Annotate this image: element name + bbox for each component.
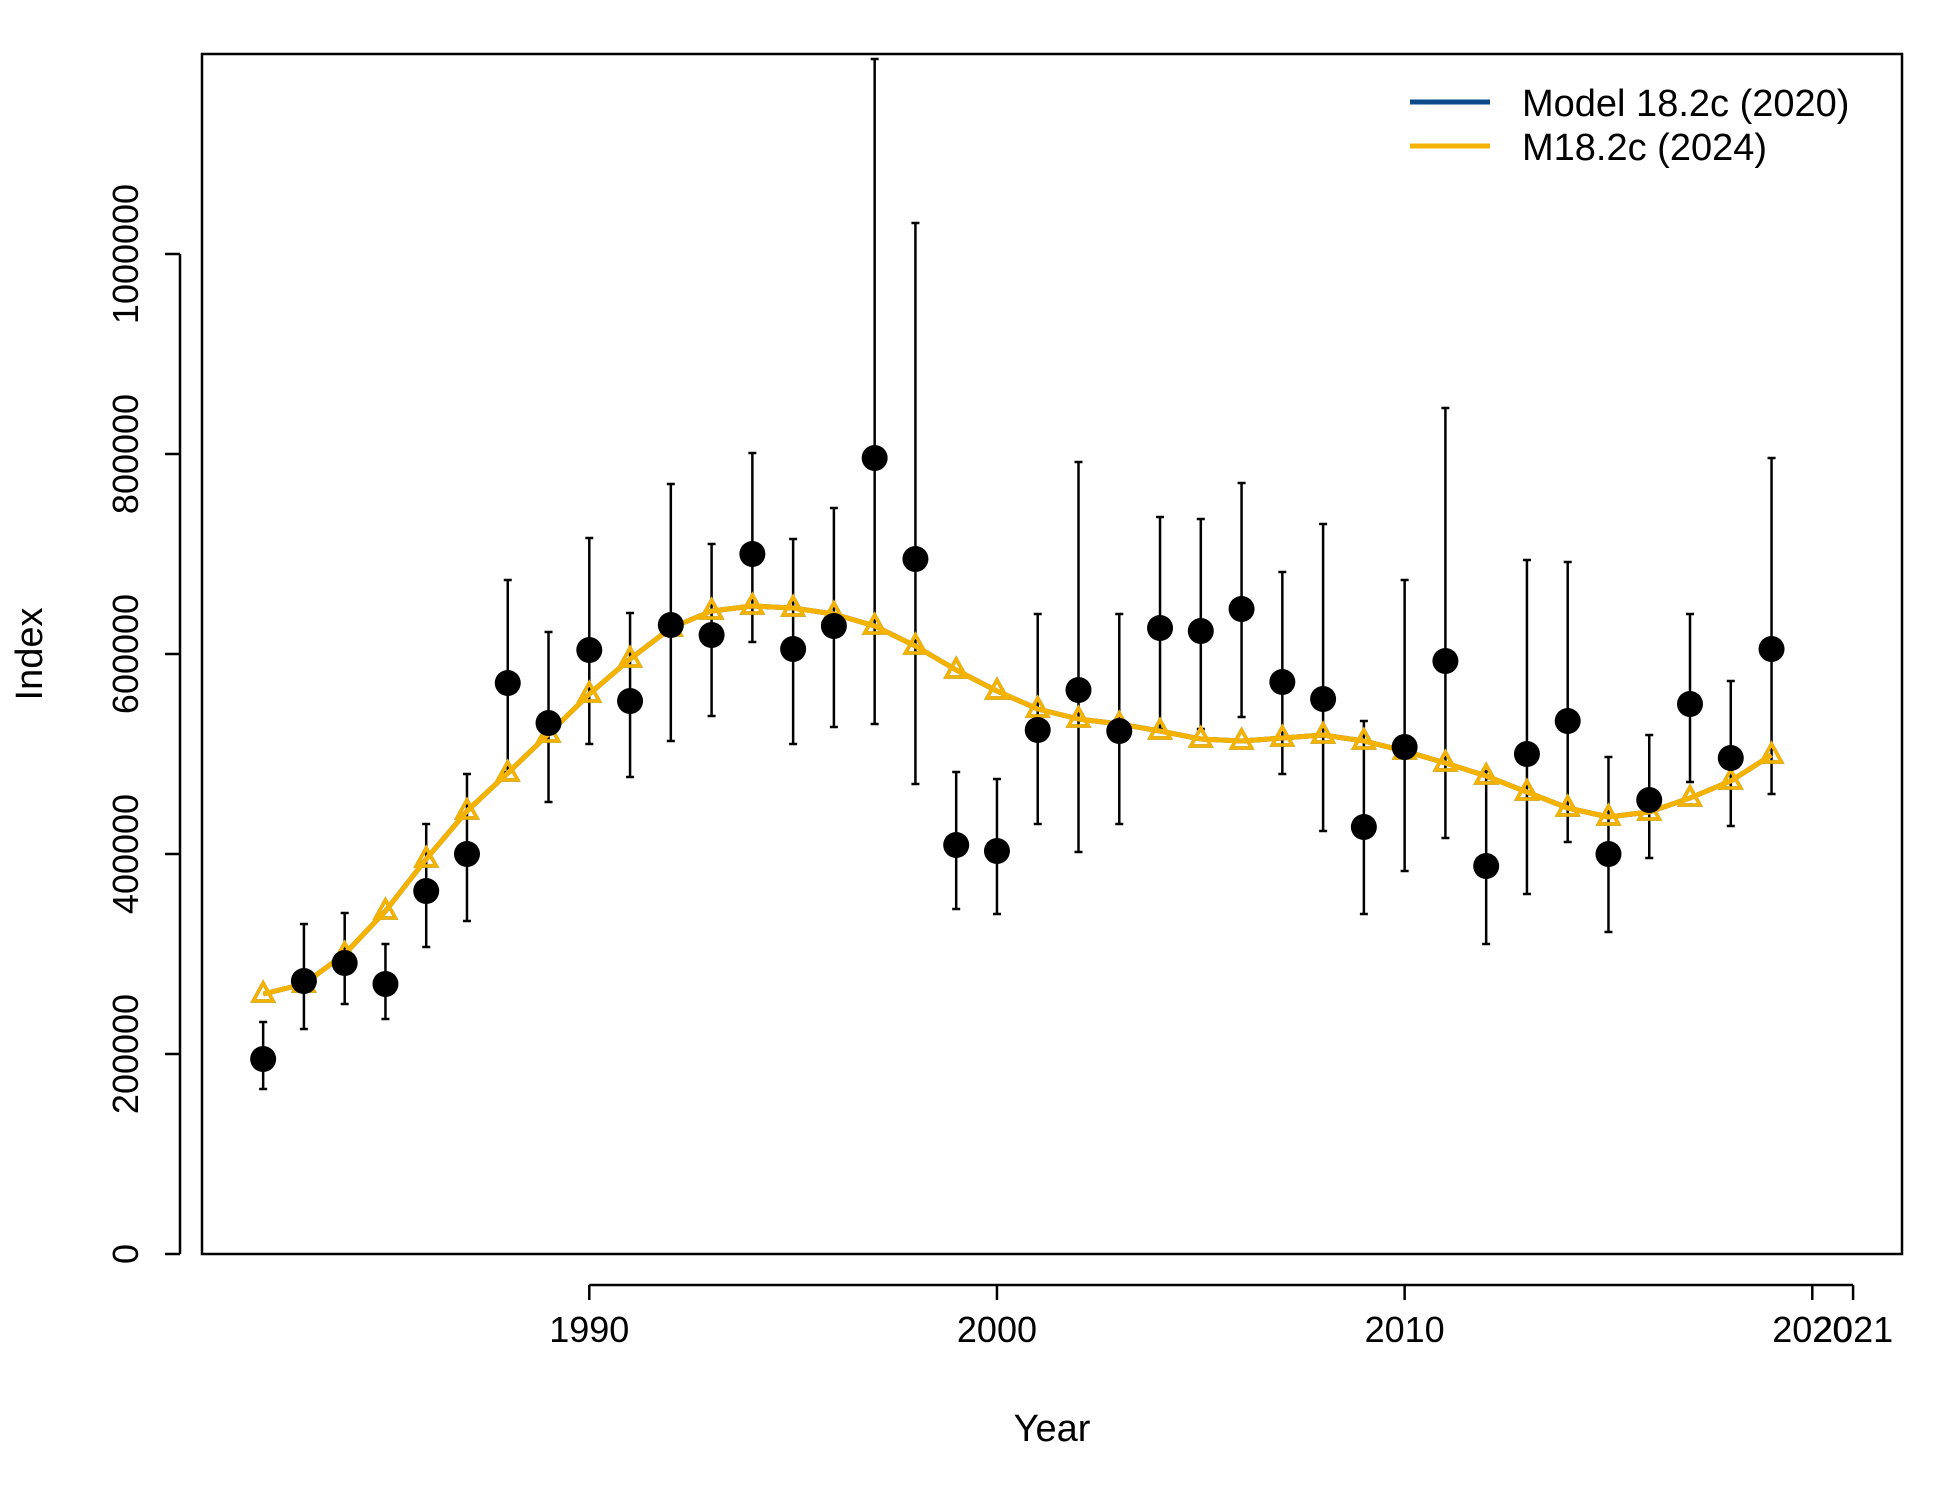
y-tick-label-1000000: 1000000	[105, 184, 146, 324]
series-2-marker-1999	[943, 655, 970, 679]
series-2-marker-2019	[1758, 740, 1785, 764]
plot-frame	[200, 52, 1904, 1256]
observed-point-1994	[739, 541, 766, 567]
observed-point-2004	[1147, 615, 1174, 641]
x-tick-label-2010: 2010	[1365, 1309, 1445, 1350]
observed-point-2012	[1473, 853, 1500, 879]
y-axis: 0 200000 400000 600000 800000 1000000	[105, 184, 182, 1264]
observed-point-2000	[983, 838, 1010, 864]
legend-label-series-1: Model 18.2c (2020)	[1522, 83, 1849, 125]
series-2-marker-2007	[1269, 723, 1296, 747]
observed-point-2007	[1269, 669, 1296, 695]
observed-point-1983	[290, 968, 317, 994]
series-2-marker-2005	[1187, 724, 1214, 748]
series-2-marker-2008	[1310, 720, 1337, 744]
legend: Model 18.2c (2020) M18.2c (2024)	[1410, 83, 1849, 169]
series-2-marker-2000	[983, 676, 1010, 700]
observed-point-2006	[1228, 596, 1255, 622]
series-2-marker-2017	[1677, 783, 1703, 807]
observed-point-1989	[535, 710, 562, 736]
observed-point-1991	[617, 688, 644, 714]
series-2-marker-1995	[780, 593, 807, 617]
series-line-2	[262, 603, 1773, 997]
series-2-marker-2015	[1595, 802, 1622, 826]
observed-point-1990	[576, 637, 603, 663]
observed-point-1984	[331, 950, 358, 976]
series-2-marker-1990	[576, 679, 603, 703]
observed-point-1998	[902, 546, 929, 572]
observed-point-1993	[698, 622, 725, 648]
y-axis-title: Index	[9, 608, 51, 701]
observed-point-2014	[1554, 708, 1581, 734]
series-2-marker-2012	[1473, 761, 1500, 785]
observed-point-1986	[413, 878, 440, 904]
series-2-marker-1993	[698, 596, 725, 620]
series-2-marker-2001	[1024, 694, 1051, 718]
observed-point-2002	[1065, 677, 1092, 703]
series-2-marker-1994	[739, 591, 766, 615]
series-2-marker-1988	[494, 758, 521, 782]
series-2-marker-2011	[1432, 748, 1459, 772]
observed-points	[250, 445, 1785, 1072]
series-2-marker-2009	[1350, 726, 1377, 750]
x-tick-label-2000: 2000	[957, 1309, 1037, 1350]
series-2-marker-1982	[250, 979, 277, 1003]
y-tick-label-0: 0	[105, 1244, 146, 1264]
y-tick-label-600000: 600000	[105, 594, 146, 714]
x-tick-label-2020: 2020	[1772, 1309, 1852, 1350]
observed-point-2010	[1391, 734, 1418, 760]
x-axis-title: Year	[1014, 1408, 1091, 1450]
observed-point-1999	[943, 832, 970, 858]
observed-point-1992	[657, 612, 684, 638]
series-2-marker-1985	[372, 896, 399, 920]
observed-point-1982	[250, 1046, 277, 1072]
observed-point-2015	[1595, 841, 1622, 867]
x-tick-label-1990: 1990	[549, 1309, 629, 1350]
series-2-marker-2013	[1513, 777, 1540, 801]
observed-point-2019	[1758, 636, 1785, 662]
observed-point-1987	[453, 841, 480, 867]
x-tick-label-2021: 2021	[1813, 1309, 1893, 1350]
observed-point-2008	[1310, 686, 1337, 712]
series-2-marker-2014	[1554, 793, 1581, 817]
y-tick-label-400000: 400000	[105, 794, 146, 914]
observed-point-2017	[1677, 691, 1704, 717]
observed-point-1988	[494, 670, 521, 696]
observed-point-1995	[780, 636, 807, 662]
series-2-marker-1986	[413, 844, 440, 868]
series-2-marker-2002	[1065, 704, 1092, 728]
observed-point-2013	[1513, 741, 1540, 767]
y-tick-label-800000: 800000	[105, 394, 146, 514]
series-2-marker-1998	[902, 631, 929, 655]
observed-point-2009	[1350, 814, 1377, 840]
observed-point-2011	[1432, 648, 1459, 674]
series-2-marker-2006	[1228, 726, 1255, 750]
series-2-marker-2018	[1717, 766, 1744, 790]
observed-point-2003	[1106, 718, 1133, 744]
series-2-marker-1987	[454, 796, 480, 820]
series-2-marker-2004	[1147, 716, 1174, 740]
observed-point-1996	[820, 613, 847, 639]
observed-point-2001	[1024, 717, 1051, 743]
observed-point-1985	[372, 971, 399, 997]
observed-point-1997	[861, 445, 888, 471]
legend-label-series-2: M18.2c (2024)	[1522, 127, 1767, 169]
model-lines	[250, 591, 1785, 1003]
observed-point-2005	[1187, 618, 1214, 644]
series-2-marker-1991	[617, 644, 644, 668]
observed-point-2016	[1636, 787, 1663, 813]
y-tick-label-200000: 200000	[105, 994, 146, 1114]
series-2-marker-1997	[861, 611, 888, 635]
observed-point-2018	[1717, 745, 1744, 771]
